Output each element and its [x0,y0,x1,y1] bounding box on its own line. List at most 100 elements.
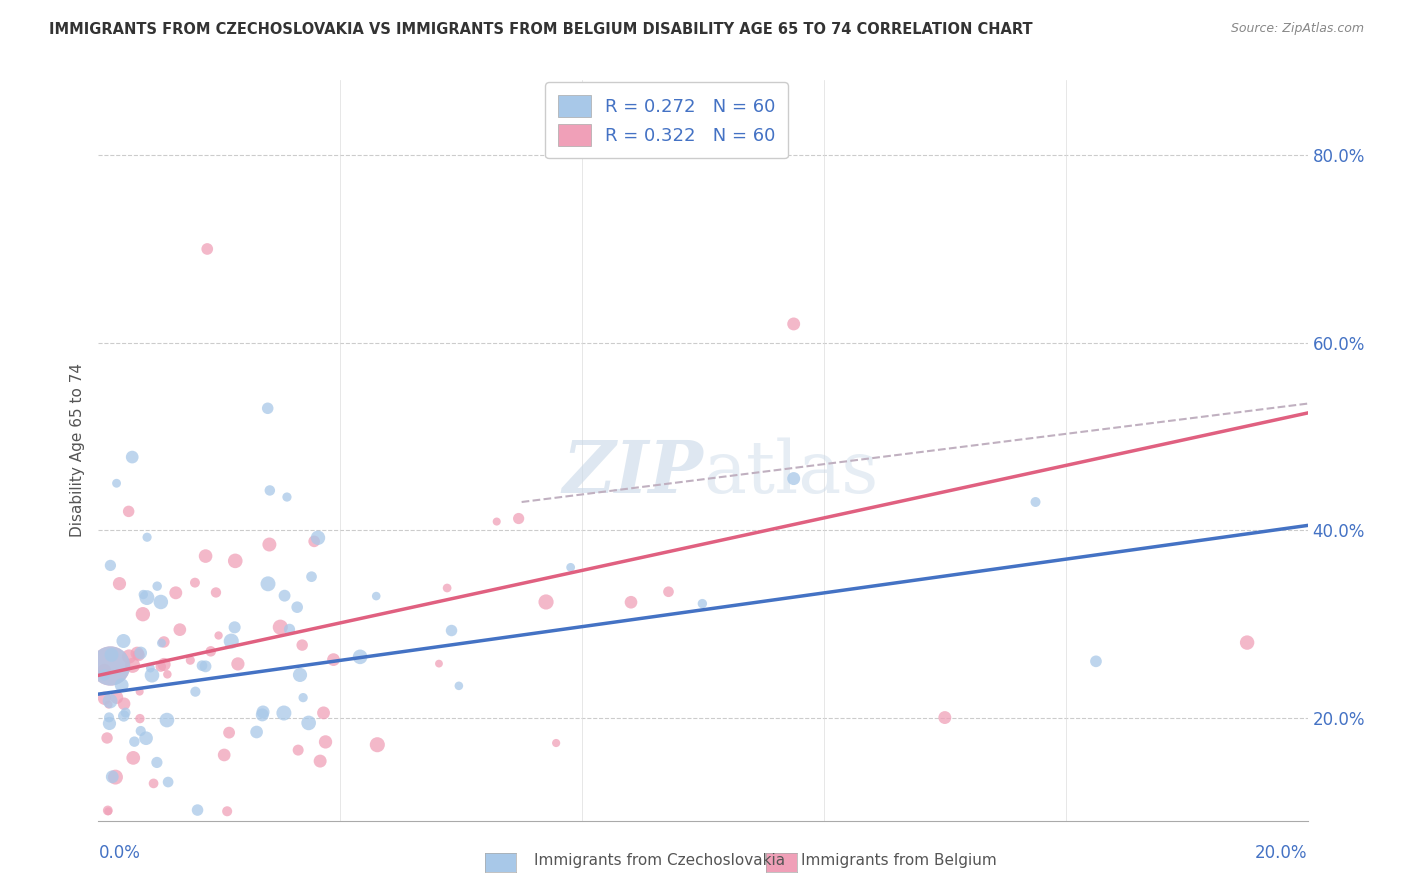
Point [312,706,335,720]
Point [194,549,217,563]
Point [200,644,222,658]
Point [142,776,165,790]
Point [508,511,530,525]
Point [112,697,135,711]
Point [278,623,301,637]
Point [100,648,122,662]
Point [153,657,176,672]
Point [112,634,135,648]
Point [1024,495,1046,509]
Point [259,483,281,498]
Point [129,646,152,660]
Point [135,731,157,746]
Point [307,531,329,545]
Point [98,716,121,731]
Point [287,743,309,757]
Point [302,534,325,549]
Point [165,586,187,600]
Point [169,623,191,637]
Point [212,747,235,762]
Point [276,490,298,504]
Point [546,736,568,750]
Point [440,624,463,638]
Point [118,649,141,664]
Point [179,653,201,667]
Point [447,679,470,693]
Point [100,659,122,673]
Point [219,634,242,648]
Point [246,725,269,739]
Point [132,607,155,622]
Point [121,658,143,673]
Point [184,575,207,590]
Point [322,652,344,666]
Text: 20.0%: 20.0% [1256,844,1308,862]
Point [692,597,714,611]
Point [285,600,308,615]
Point [149,595,172,609]
Point [118,504,141,518]
Point [97,804,120,818]
Point [105,476,128,491]
Point [93,668,115,682]
Point [195,242,218,256]
Point [139,661,162,675]
Text: 0.0%: 0.0% [98,844,141,862]
Point [436,581,458,595]
Point [288,668,311,682]
Point [560,560,582,574]
Text: ZIP: ZIP [562,437,703,508]
Point [218,725,240,739]
Point [136,530,159,544]
Point [485,515,508,529]
Point [108,576,131,591]
Point [186,803,208,817]
Point [783,317,806,331]
Point [224,620,246,634]
Point [256,401,278,416]
Point [226,657,249,671]
Point [315,735,337,749]
Point [101,770,124,784]
Point [1085,654,1108,668]
Point [146,579,169,593]
Point [273,589,295,603]
Text: IMMIGRANTS FROM CZECHOSLOVAKIA VS IMMIGRANTS FROM BELGIUM DISABILITY AGE 65 TO 7: IMMIGRANTS FROM CZECHOSLOVAKIA VS IMMIGR… [49,22,1033,37]
Point [93,664,115,678]
Point [149,659,172,673]
Point [205,585,228,599]
Legend: R = 0.272   N = 60, R = 0.322   N = 60: R = 0.272 N = 60, R = 0.322 N = 60 [546,82,787,159]
Text: Immigrants from Belgium: Immigrants from Belgium [801,854,997,868]
Point [98,694,121,708]
Point [114,706,136,720]
Point [128,648,150,662]
Point [141,668,163,682]
Point [97,804,120,818]
Point [112,709,135,723]
Point [121,450,143,464]
Point [252,707,274,722]
Text: Immigrants from Czechoslovakia: Immigrants from Czechoslovakia [534,854,786,868]
Point [309,754,332,768]
Point [534,595,557,609]
Text: Source: ZipAtlas.com: Source: ZipAtlas.com [1230,22,1364,36]
Point [292,690,315,705]
Point [783,472,806,486]
Point [657,584,679,599]
Point [269,620,291,634]
Point [301,570,323,584]
Point [150,636,173,650]
Point [934,710,956,724]
Point [153,635,176,649]
Point [98,710,121,724]
Point [127,646,149,660]
Point [1236,635,1258,649]
Point [257,577,280,591]
Y-axis label: Disability Age 65 to 74: Disability Age 65 to 74 [69,363,84,538]
Point [252,705,274,719]
Point [96,731,118,745]
Point [156,667,179,681]
Point [100,558,122,573]
Point [224,554,246,568]
Point [191,658,214,673]
